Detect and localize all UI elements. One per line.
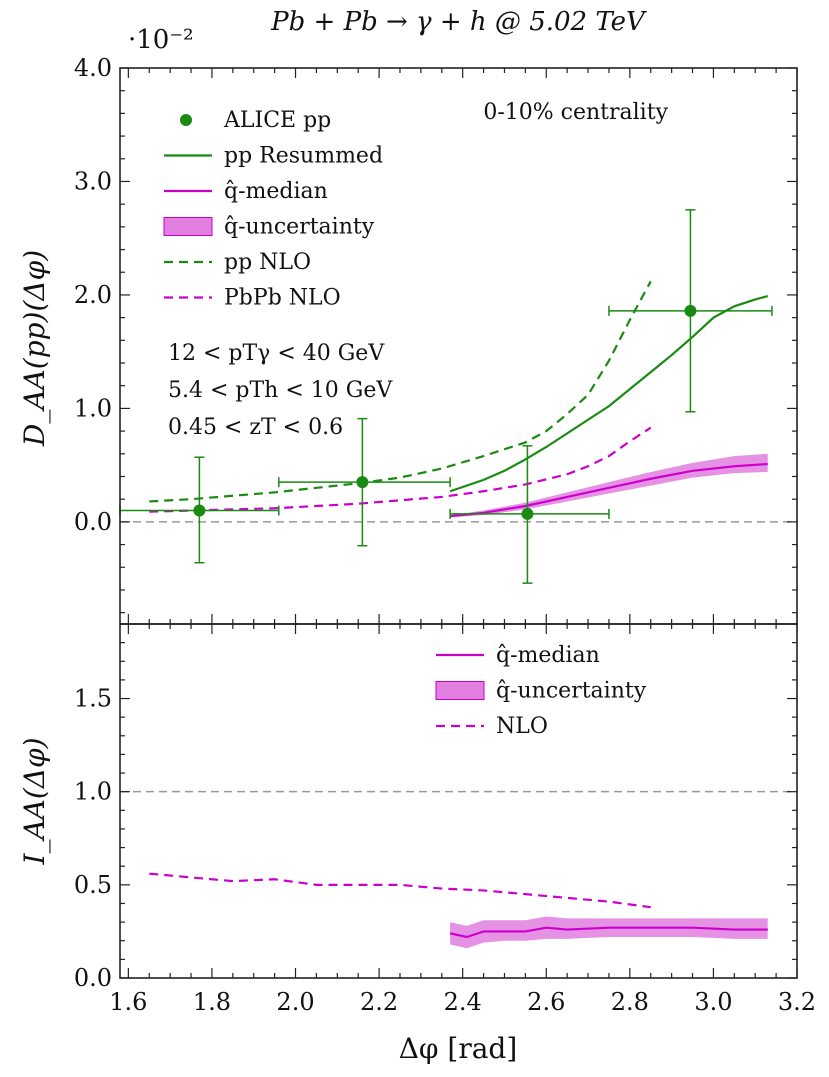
- marker: [684, 304, 697, 317]
- top-band-q-uncertainty: [450, 453, 768, 518]
- x-tick-label: 2.6: [527, 988, 565, 1016]
- centrality-label: 0-10% centrality: [483, 100, 668, 125]
- bottom-panel-frame: [119, 623, 798, 979]
- bottom-y-tick-label: 1.0: [74, 778, 112, 806]
- legend-entry: q̂-median: [436, 643, 600, 668]
- x-tick-label: 3.2: [778, 988, 816, 1016]
- alice-data-point: [608, 209, 773, 413]
- x-axis-label: Δφ [rad]: [399, 1032, 518, 1065]
- top-y-tick-label: 0.0: [74, 508, 112, 536]
- axes: 0.0 1.0 2.0 3.0 4.0 0.0 0.5 1.0 1.5 1.6 1.8 2.0 2.2 2…: [74, 54, 816, 1016]
- alice-data-point: [278, 417, 451, 547]
- cut-pt-gamma: 12 < pTγ < 40 GeV: [168, 341, 385, 366]
- legend-entry: pp NLO: [164, 250, 311, 275]
- top-y-tick-label: 4.0: [74, 54, 112, 82]
- top-line-pp-nlo-dashed: [149, 280, 652, 503]
- legends: ALICE pp pp Resummed q̂-median q̂-uncertain…: [163, 108, 647, 739]
- legend-swatch: [163, 217, 213, 236]
- legend-label: PbPb NLO: [224, 286, 341, 311]
- bottom-y-tick-label: 0.0: [74, 964, 112, 992]
- legend-entry: q̂-uncertainty: [435, 679, 647, 704]
- legend-label: pp NLO: [224, 250, 311, 275]
- x-tick-label: 2.8: [611, 988, 649, 1016]
- legend-label: pp Resummed: [224, 144, 383, 169]
- legend-swatch: [435, 681, 485, 700]
- legend-label: NLO: [496, 714, 548, 739]
- alice-data-point: [449, 445, 610, 584]
- legend-entry: PbPb NLO: [164, 286, 341, 311]
- bottom-line-q-median: [449, 926, 768, 939]
- bottom-y-axis-label: I_AA(Δφ): [18, 737, 51, 865]
- x-tick-label: 3.0: [694, 988, 732, 1016]
- bottom-y-tick-label: 1.5: [74, 685, 112, 713]
- cut-zt: 0.45 < zT < 0.6: [168, 415, 343, 440]
- legend-entry: ALICE pp: [180, 108, 331, 133]
- top-line-pp-resummed: [449, 295, 769, 493]
- x-tick-label: 1.8: [193, 988, 231, 1016]
- legend-entry: q̂-median: [164, 179, 328, 204]
- top-y-tick-label: 3.0: [74, 167, 112, 195]
- uncertainty-bands: [450, 453, 768, 949]
- cut-pt-hadron: 5.4 < pTh < 10 GeV: [168, 378, 393, 403]
- x-tick-label: 1.6: [109, 988, 147, 1016]
- legend-entry: pp Resummed: [164, 144, 383, 169]
- top-y-axis-label: D_AA(pp)(Δφ): [18, 250, 51, 447]
- marker: [193, 504, 206, 517]
- legend-entry: NLO: [436, 714, 548, 739]
- chart-title: Pb + Pb → γ + h @ 5.02 TeV: [270, 7, 647, 37]
- data-points: [119, 209, 773, 584]
- legend-label: q̂-median: [496, 643, 600, 668]
- bottom-band-q-uncertainty: [450, 916, 768, 949]
- top-y-tick-label: 1.0: [74, 394, 112, 422]
- marker: [356, 476, 369, 489]
- top-line-pbpb-nlo-dashed: [149, 426, 652, 513]
- legend-label: q̂-median: [224, 179, 328, 204]
- marker: [521, 507, 534, 520]
- legend-marker: [180, 114, 192, 126]
- legend-label: q̂-uncertainty: [224, 215, 375, 240]
- legend-label: ALICE pp: [223, 108, 331, 133]
- alice-data-point: [119, 456, 280, 564]
- bottom-line-nlo-dashed: [149, 872, 651, 909]
- y-scale-label: ·10⁻²: [128, 25, 194, 55]
- x-tick-label: 2.2: [360, 988, 398, 1016]
- x-tick-label: 2.4: [444, 988, 482, 1016]
- bottom-y-tick-label: 0.5: [74, 871, 112, 899]
- top-y-tick-label: 2.0: [74, 281, 112, 309]
- series-lines: [149, 280, 769, 939]
- reference-lines: [120, 521, 797, 793]
- legend-entry: q̂-uncertainty: [163, 215, 375, 240]
- x-tick-label: 2.0: [276, 988, 314, 1016]
- top-line-q-median: [450, 462, 768, 518]
- legend-label: q̂-uncertainty: [496, 679, 647, 704]
